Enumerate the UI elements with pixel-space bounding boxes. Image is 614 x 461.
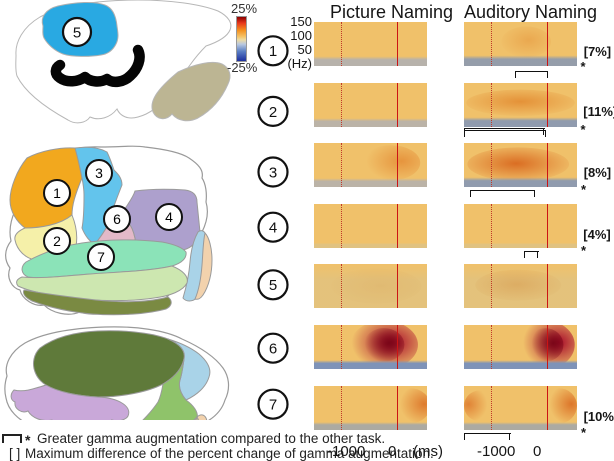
svg-text:7: 7: [269, 397, 277, 414]
svg-text:6: 6: [269, 341, 277, 358]
svg-text:1: 1: [269, 43, 277, 60]
svg-text:5: 5: [269, 277, 277, 294]
svg-text:3: 3: [269, 164, 277, 181]
svg-text:2: 2: [269, 104, 277, 121]
svg-text:4: 4: [269, 220, 277, 237]
